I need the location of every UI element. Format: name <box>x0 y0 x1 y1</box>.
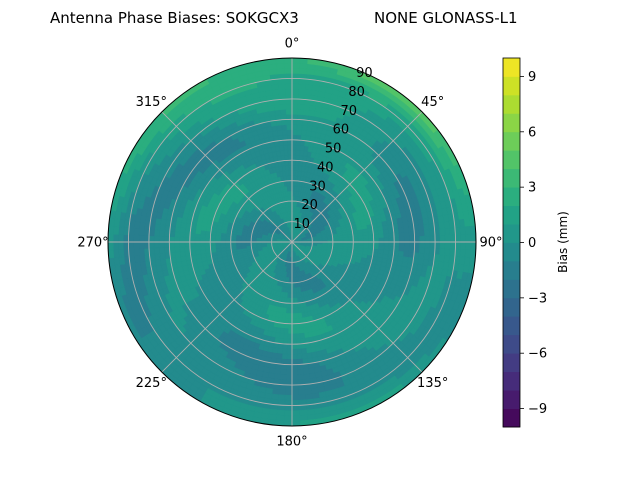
chart-title-right: NONE GLONASS-L1 <box>374 9 518 27</box>
chart-title-left: Antenna Phase Biases: SOKGCX3 <box>50 9 299 27</box>
